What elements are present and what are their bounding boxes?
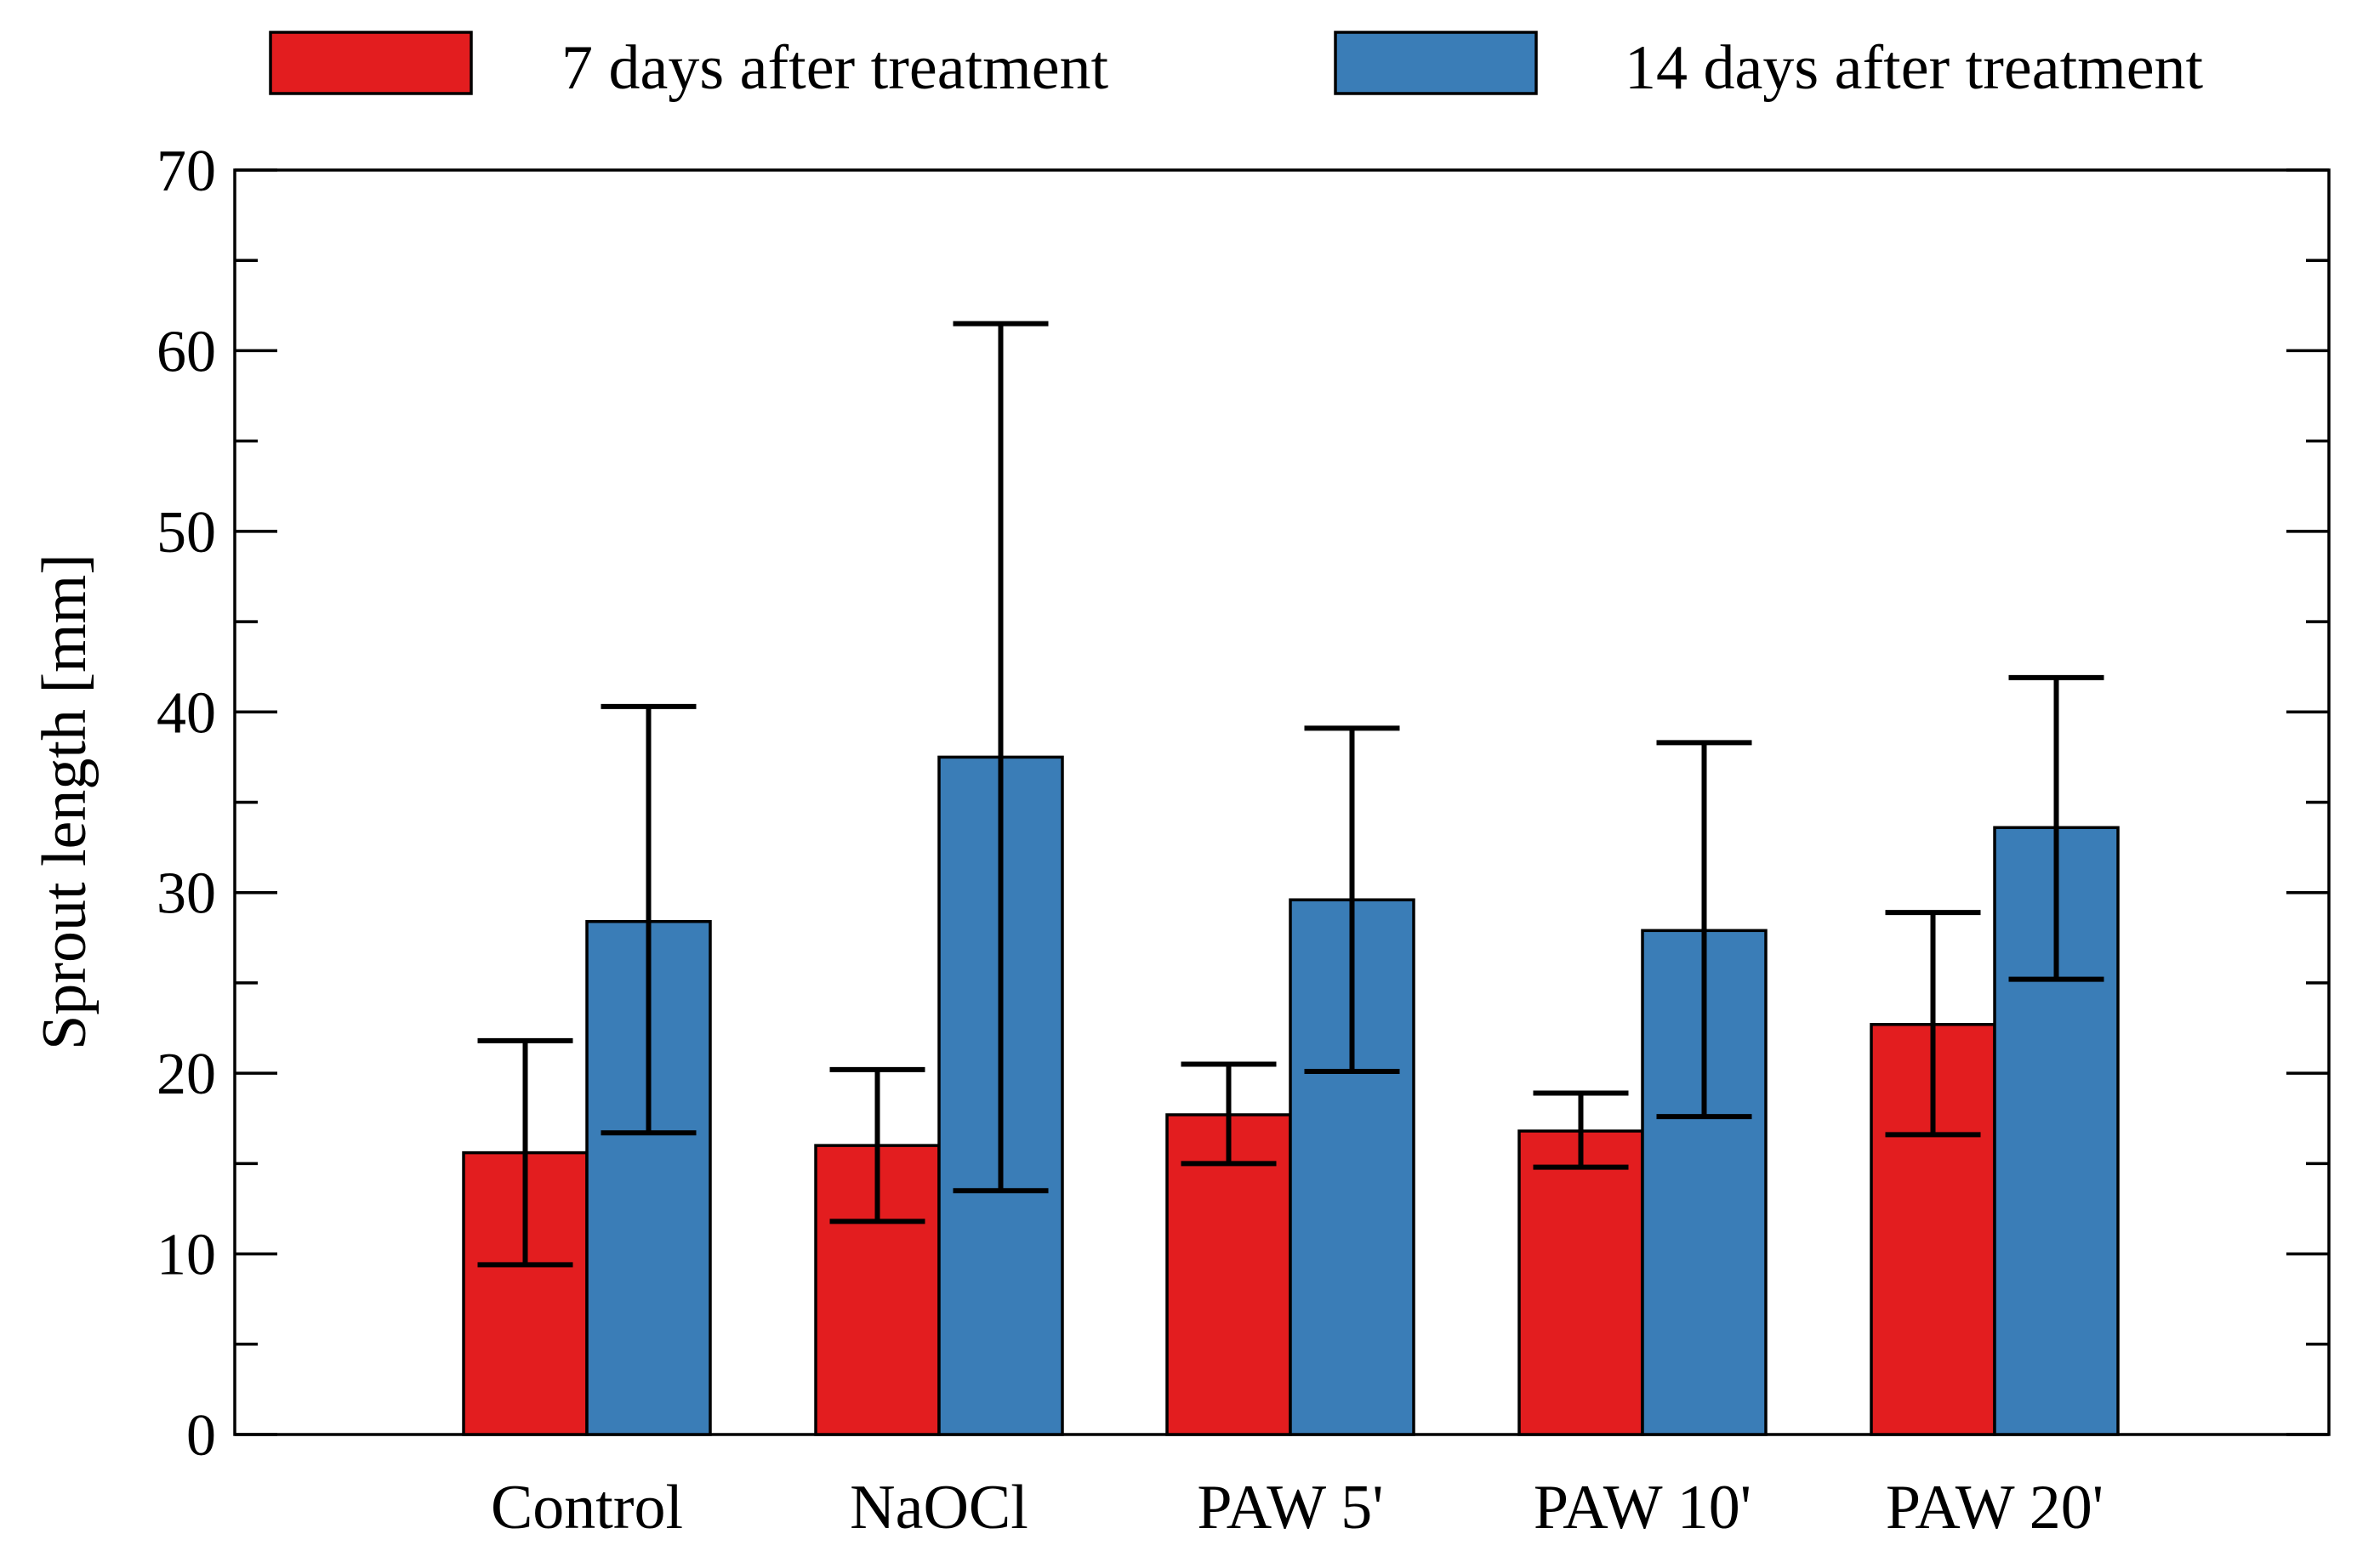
x-category-label: Control [491, 1473, 683, 1542]
bar-7-days [1517, 1129, 1644, 1436]
y-tick-label: 20 [157, 1042, 216, 1107]
x-category-label: PAW 20' [1886, 1473, 2104, 1542]
y-axis-title: Sprout length [mm] [30, 554, 100, 1050]
y-tick-label: 30 [157, 861, 216, 927]
y-tick-label: 10 [157, 1223, 216, 1288]
legend-swatch-14-days [1334, 31, 1538, 95]
y-tick-label: 40 [157, 680, 216, 746]
plot-area: 0 10 20 30 40 50 60 70 Control NaOCl PAW 5' PAW 10'… [157, 139, 2331, 1542]
x-category-label: PAW 5' [1197, 1473, 1383, 1542]
y-tick-label: 60 [157, 319, 216, 384]
x-category-label: NaOCl [850, 1473, 1028, 1542]
legend-label: 14 days after treatment [1625, 33, 2204, 103]
y-tick-label: 70 [157, 139, 216, 204]
y-tick-label: 0 [186, 1403, 216, 1469]
legend-label: 7 days after treatment [561, 33, 1109, 103]
y-tick-label: 50 [157, 500, 216, 565]
legend-swatch-7-days [269, 31, 473, 95]
x-category-label: PAW 10' [1534, 1473, 1751, 1542]
legend: 7 days after treatment 14 days after trea… [269, 31, 2204, 103]
